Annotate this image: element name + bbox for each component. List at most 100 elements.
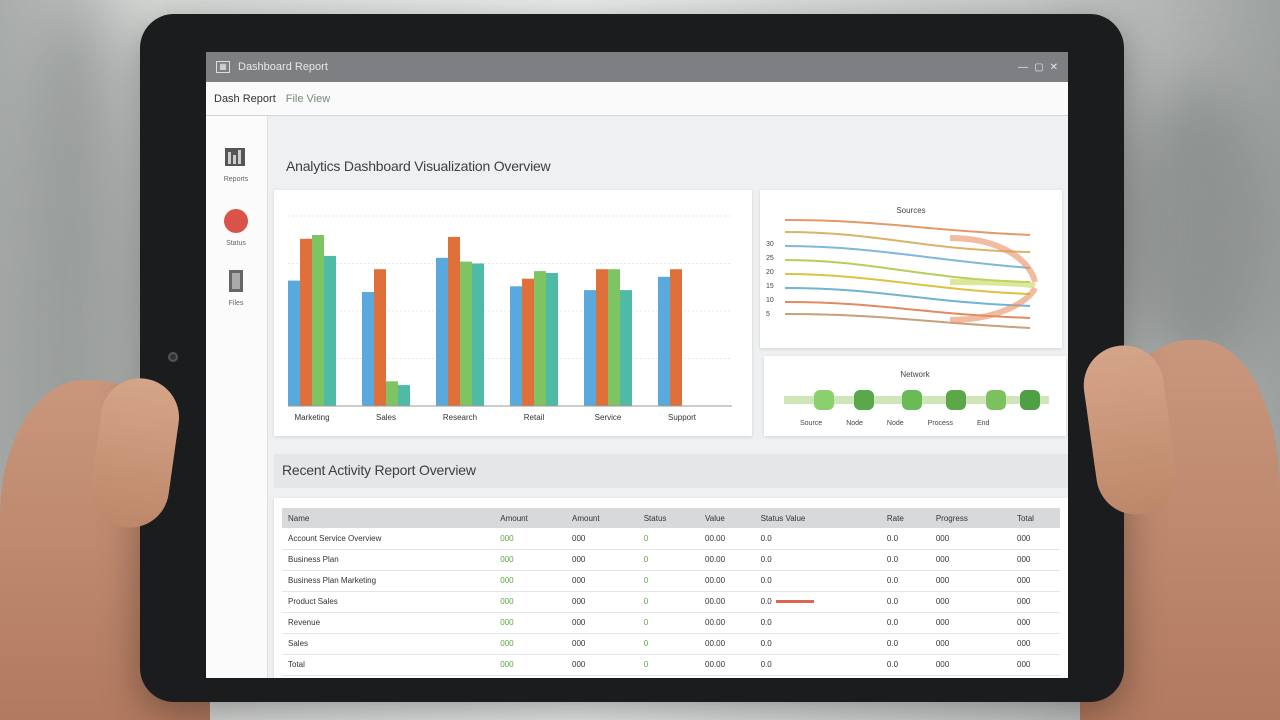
table-row[interactable]: Business Plan 000 000 0 00.00 0.0 0.0 000 000 [282,549,1060,571]
table-cell: 000 [494,549,566,571]
column-header[interactable]: Amount [494,508,566,528]
window-title: Dashboard Report [238,61,328,73]
table-cell: 0 [637,570,699,592]
table-cell: 000 [1011,528,1060,550]
table-row[interactable]: Account Service Overview 000 000 0 00.00 0.0 0… [282,528,1060,550]
window-titlebar: ▦ Dashboard Report — ▢ ✕ [206,52,1068,82]
table-cell: 00.00 [699,570,755,592]
table-cell: 0.0 [754,570,881,592]
table-cell: 000 [929,633,1012,655]
table-cell: 000 [566,528,638,550]
menubar: Dash Report File View [206,82,1068,116]
report-table: Name Amount Amount Status Value Status Value R… [282,508,1060,676]
table-cell: 00.00 [699,654,755,676]
cell-value: 000 [572,576,586,585]
report-header-bar [274,454,1068,488]
table-cell: 000 [1011,633,1060,655]
column-header[interactable]: Status Value [754,508,881,528]
report-table-panel: Name Amount Amount Status Value Status Value R… [274,498,1068,678]
sidebar-item-files[interactable]: Files [218,268,254,307]
bar-marketing-series-1 [288,280,300,406]
table-cell: 000 [494,633,566,655]
menu-item-dash-report[interactable]: Dash Report [214,92,276,105]
close-button[interactable]: ✕ [1049,61,1058,73]
table-row[interactable]: Total 000 000 0 00.00 0.0 0.0 000 000 [282,654,1060,676]
bar-retail-series-1 [510,286,522,406]
tablet-device: ▦ Dashboard Report — ▢ ✕ Dash Report Fil… [140,14,1124,702]
column-header[interactable]: Amount [566,508,638,528]
document-icon [229,270,243,292]
table-cell: 000 [494,591,566,613]
table-row[interactable]: Product Sales 000 000 0 00.00 0.0 0.0 000 000 [282,591,1060,613]
bar-retail-series-3 [534,271,546,406]
column-header[interactable]: Progress [929,508,1012,528]
column-header[interactable]: Status [637,508,699,528]
table-cell: 0.0 [880,549,930,571]
cell-value: 000 [1017,533,1031,543]
table-cell: 0.0 [754,591,881,613]
table-cell: 0 [637,654,699,676]
cell-value: Account Service Overview [288,533,382,543]
bar-support-series-2 [670,269,682,406]
table-cell: 0.0 [880,528,930,550]
table-cell: 000 [494,654,566,676]
table-cell: 0.0 [880,612,930,634]
cell-value: 000 [500,639,514,648]
table-cell: Business Plan Marketing [282,570,495,592]
table-cell: 000 [929,549,1012,571]
cell-value: 0.0 [886,576,899,585]
network-node-label: Source [800,420,823,427]
sidebar-item-status[interactable]: Status [218,208,254,247]
table-cell: 0.0 [754,654,881,676]
table-cell: 0 [637,549,699,571]
sidebar-item-reports[interactable]: Reports [218,144,254,183]
category-label: Research [443,413,477,422]
cell-value: 000 [1017,618,1031,627]
cell-value: 000 [572,597,586,606]
table-row[interactable]: Business Plan Marketing 000 000 0 00.00 0.0 0.… [282,570,1060,592]
maximize-button[interactable]: ▢ [1034,61,1044,73]
category-label: Service [595,413,622,422]
cell-value: 0.0 [886,555,899,564]
table-row[interactable]: Sales 000 000 0 00.00 0.0 0.0 000 000 [282,633,1060,655]
cell-value: 0.0 [886,597,899,606]
column-header[interactable]: Total [1011,508,1060,528]
flow-axis-labels: 30 25 20 15 10 5 [766,238,774,322]
bar-sales-series-2 [374,269,386,406]
table-cell: Sales [282,633,495,655]
bar-sales-series-1 [362,292,374,406]
table-cell: 000 [566,549,638,571]
flow-axis-label: 10 [766,297,774,304]
flow-axis-label: 20 [766,269,774,276]
flow-axis-label: 15 [766,283,774,290]
bar-chart: Marketing Sales Research Retail Service Suppo… [288,215,732,422]
network-panel-title: Network [900,370,930,379]
cell-value: 000 [1017,597,1031,606]
cell-value: 00.00 [705,639,726,648]
table-row[interactable]: Revenue 000 000 0 00.00 0.0 0.0 000 000 [282,612,1060,634]
table-cell: Account Service Overview [282,528,495,550]
table-cell: Total [282,654,495,676]
bar-chart-icon [225,148,245,166]
table-cell: 000 [494,612,566,634]
cell-value: 0 [643,576,649,585]
table-body: Account Service Overview 000 000 0 00.00 0.0 0… [282,528,1060,676]
table-cell: 000 [929,612,1012,634]
table-cell: 000 [566,654,638,676]
table-cell: 0 [637,528,699,550]
cell-value: 000 [500,576,514,585]
bar-sales-series-4 [398,385,410,406]
column-header[interactable]: Rate [880,508,930,528]
table-cell: 000 [929,570,1012,592]
minimize-button[interactable]: — [1018,61,1029,73]
network-node-label: Node [846,420,863,427]
column-header[interactable]: Value [699,508,755,528]
category-label: Sales [376,413,396,422]
sidebar-label: Status [226,240,246,247]
flow-diagram [784,219,1038,329]
menu-item-file-view[interactable]: File View [285,92,331,105]
table-cell: 00.00 [699,528,755,550]
table-cell: 0.0 [880,633,930,655]
cell-value: 0 [643,660,649,669]
column-header[interactable]: Name [282,508,495,528]
